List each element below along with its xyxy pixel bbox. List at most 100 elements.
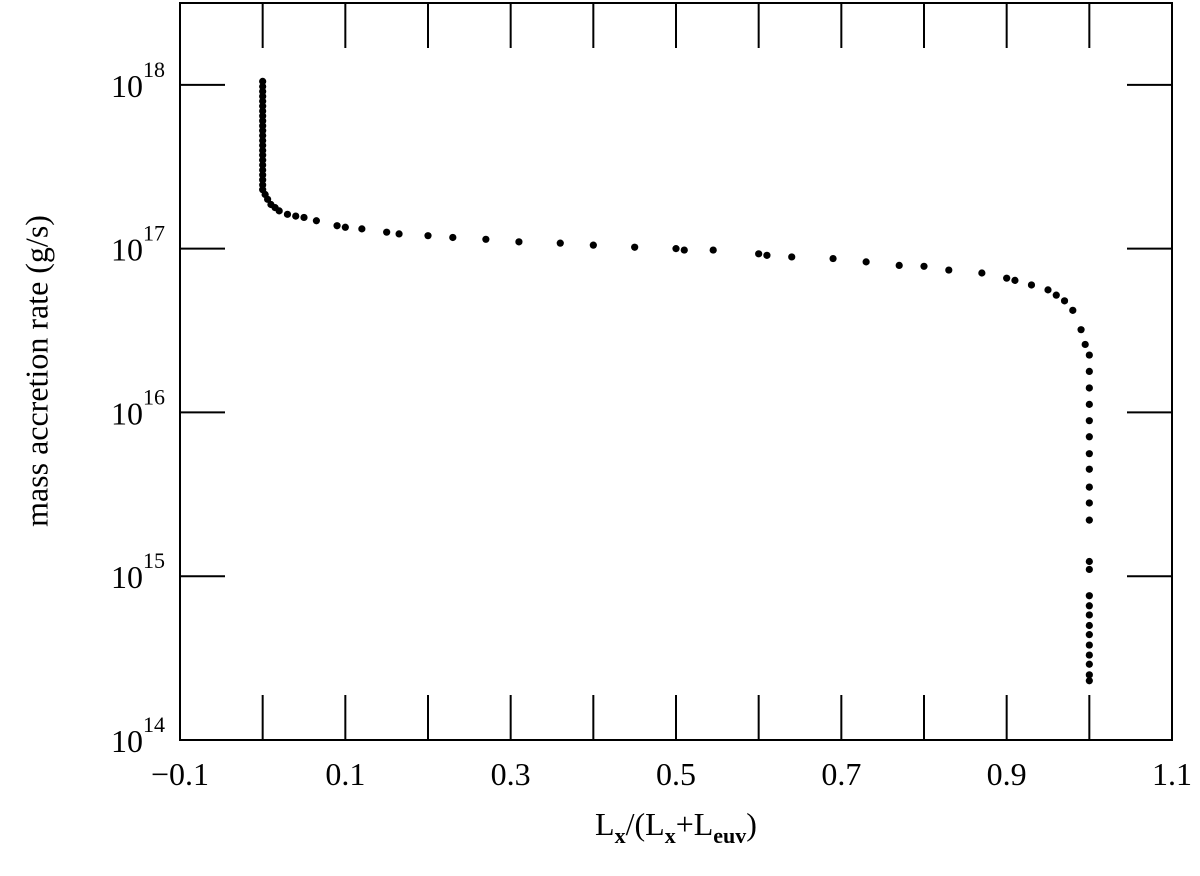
data-point xyxy=(631,243,639,251)
data-point xyxy=(1060,297,1069,305)
x-label-part: L xyxy=(595,806,615,842)
data-point xyxy=(1085,671,1093,679)
data-point xyxy=(1085,483,1093,491)
data-point xyxy=(449,233,457,242)
data-point xyxy=(292,212,300,220)
data-point xyxy=(275,207,283,215)
data-point xyxy=(1077,326,1085,334)
data-point xyxy=(1003,274,1011,282)
data-point xyxy=(1085,677,1093,685)
y-tick-base: 10 xyxy=(111,723,143,759)
y-tick-label: 1014 xyxy=(111,712,165,759)
data-point xyxy=(259,161,267,169)
data-point xyxy=(755,250,763,258)
y-tick-exponent: 16 xyxy=(143,384,165,409)
x-label-part: +L xyxy=(676,806,714,842)
data-point xyxy=(1085,367,1093,376)
data-point xyxy=(1052,291,1060,299)
data-point xyxy=(920,262,928,270)
data-point xyxy=(556,239,564,247)
data-point xyxy=(259,171,267,179)
data-point xyxy=(1085,417,1093,425)
data-point xyxy=(589,241,597,249)
data-point xyxy=(482,235,490,243)
x-tick-label: 0.3 xyxy=(491,756,531,792)
data-point xyxy=(709,246,717,254)
y-tick-exponent: 14 xyxy=(143,712,165,737)
data-point xyxy=(862,258,870,266)
data-point xyxy=(333,222,341,230)
data-point xyxy=(1085,651,1093,659)
y-tick-base: 10 xyxy=(111,395,143,431)
data-point xyxy=(259,151,267,159)
data-point xyxy=(1085,621,1093,630)
data-point xyxy=(1085,611,1093,619)
data-point xyxy=(515,238,523,246)
y-tick-base: 10 xyxy=(111,68,143,104)
data-point xyxy=(259,131,267,140)
data-point xyxy=(1085,400,1093,408)
data-point xyxy=(1085,433,1093,441)
y-tick-label: 1015 xyxy=(111,548,165,595)
data-point xyxy=(259,92,267,100)
data-point xyxy=(1027,281,1036,289)
y-tick-exponent: 18 xyxy=(143,57,165,82)
data-point xyxy=(283,210,292,218)
data-point xyxy=(829,254,837,263)
data-point xyxy=(259,176,267,184)
data-point xyxy=(341,223,349,231)
y-tick-label: 1016 xyxy=(111,384,165,431)
data-point xyxy=(945,266,953,274)
data-point xyxy=(1044,286,1052,294)
data-point xyxy=(1069,306,1077,314)
x-label-subscript: x xyxy=(665,823,676,848)
y-axis-label: mass accretion rate (g/s) xyxy=(18,215,54,527)
data-point xyxy=(259,117,267,125)
x-label-subscript: x xyxy=(615,823,626,848)
data-point xyxy=(1011,276,1019,284)
data-point xyxy=(1085,592,1093,600)
data-point xyxy=(300,213,308,222)
x-label-part: ) xyxy=(746,806,757,842)
y-tick-base: 10 xyxy=(111,232,143,268)
x-tick-label: 0.1 xyxy=(325,756,365,792)
data-point xyxy=(259,141,267,149)
x-label-part: /(L xyxy=(626,806,665,842)
data-point xyxy=(383,228,391,236)
data-point xyxy=(1085,384,1093,392)
y-tick-exponent: 15 xyxy=(143,548,165,573)
data-point xyxy=(1085,660,1093,668)
x-tick-label: 0.5 xyxy=(656,756,696,792)
x-label-subscript: euv xyxy=(713,823,746,848)
data-point xyxy=(1085,557,1093,566)
data-point xyxy=(895,261,903,270)
data-point xyxy=(788,253,796,261)
data-point xyxy=(1081,340,1089,349)
data-point xyxy=(1085,516,1093,524)
x-tick-label: 0.7 xyxy=(821,756,861,792)
data-point xyxy=(978,269,986,277)
data-point xyxy=(264,195,272,203)
y-tick-base: 10 xyxy=(111,559,143,595)
x-tick-label: 0.9 xyxy=(987,756,1027,792)
x-axis-label: Lx/(Lx+Leuv) xyxy=(595,806,757,848)
data-point xyxy=(312,217,320,225)
y-tick-exponent: 17 xyxy=(143,221,165,246)
data-point xyxy=(672,245,680,253)
data-point xyxy=(259,87,267,95)
data-point xyxy=(424,232,432,240)
data-point xyxy=(1085,602,1093,610)
y-tick-label: 1017 xyxy=(111,221,165,268)
data-point xyxy=(1085,465,1093,473)
data-point xyxy=(259,77,267,85)
y-tick-label: 1018 xyxy=(111,57,165,104)
x-tick-label: 1.1 xyxy=(1152,756,1192,792)
data-point xyxy=(680,246,688,254)
data-point xyxy=(1085,499,1093,507)
data-point xyxy=(395,230,403,238)
data-point xyxy=(358,225,366,233)
plot-frame xyxy=(179,2,1173,741)
data-point xyxy=(1085,450,1093,458)
x-tick-label: −0.1 xyxy=(151,756,209,792)
